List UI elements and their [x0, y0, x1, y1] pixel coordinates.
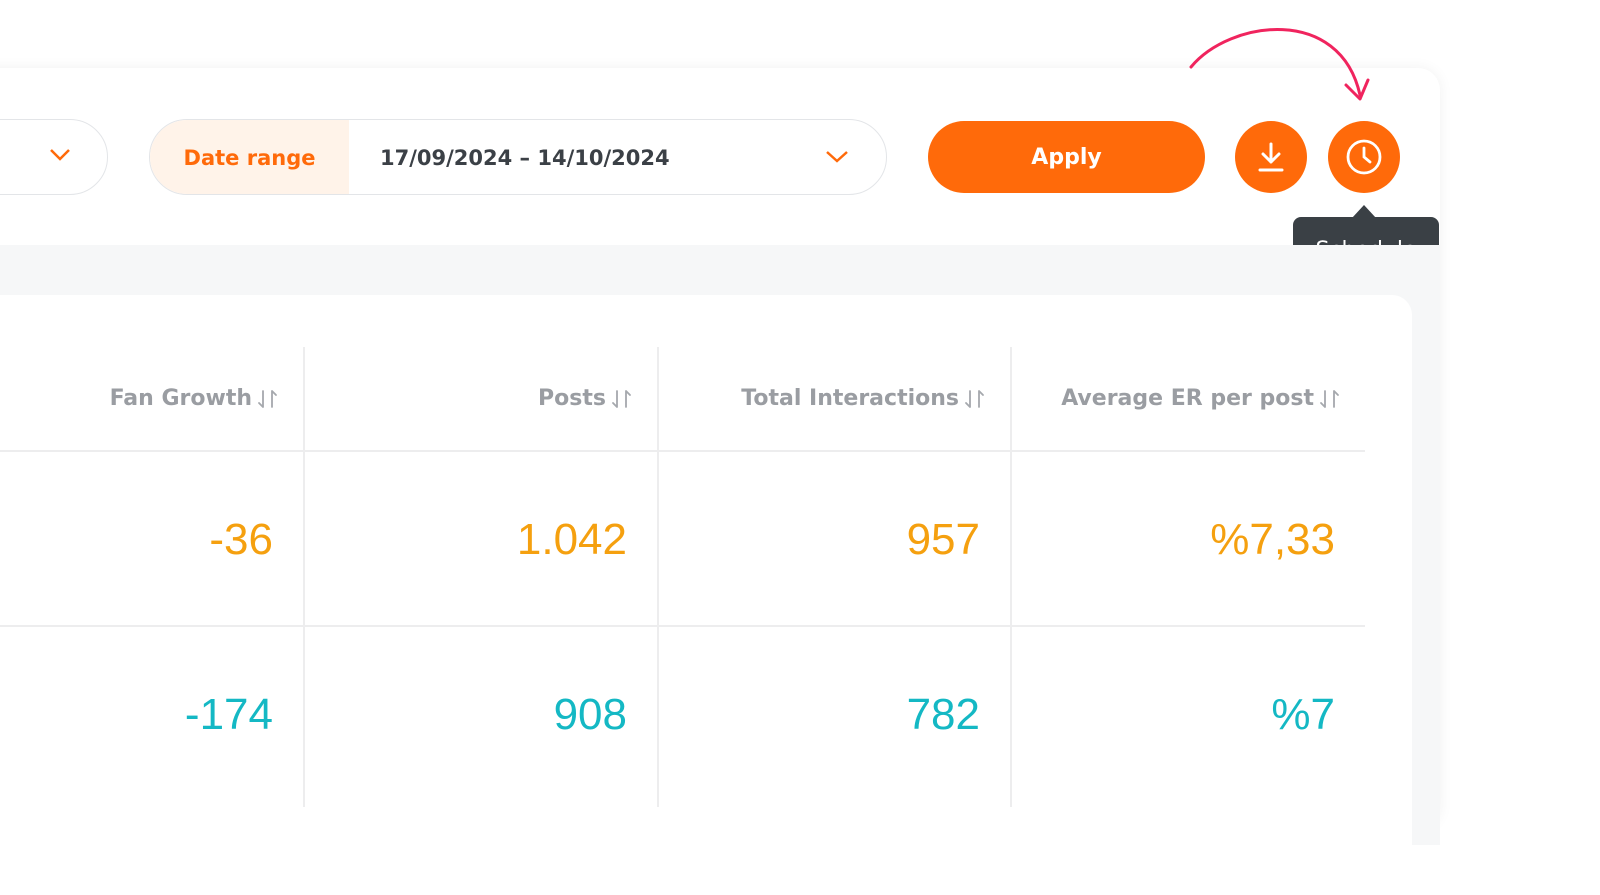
column-divider	[303, 347, 305, 807]
table-cell: %7,33	[1210, 514, 1335, 564]
sort-icon	[965, 389, 984, 408]
row-divider	[0, 450, 1365, 452]
download-button[interactable]	[1235, 121, 1307, 193]
sort-icon	[612, 389, 631, 408]
header-text: Fan Growth	[109, 386, 252, 411]
table-cell: -36	[209, 514, 273, 564]
date-range-value: 17/09/2024 – 14/10/2024	[380, 146, 670, 170]
column-divider	[1010, 347, 1012, 807]
column-header[interactable]: Average ER per post	[1010, 347, 1365, 450]
table-cell: 957	[906, 514, 980, 564]
table-cell: 1.042	[516, 514, 627, 564]
date-range-select[interactable]: Date range 17/09/2024 – 14/10/2024	[149, 119, 887, 195]
row-divider	[0, 625, 1365, 627]
header-text: Average ER per post	[1061, 386, 1314, 411]
schedule-button[interactable]	[1328, 121, 1400, 193]
table-cell: -174	[184, 689, 273, 739]
download-icon	[1258, 142, 1284, 172]
apply-button[interactable]: Apply	[928, 121, 1205, 193]
header-text: Posts	[538, 386, 606, 411]
column-header[interactable]: Total Interactions	[657, 347, 1010, 450]
table-card	[0, 295, 1412, 895]
annotation-arrow	[1189, 28, 1370, 101]
column-divider	[657, 347, 659, 807]
select[interactable]	[0, 119, 108, 195]
chevron	[50, 149, 70, 161]
sort-icon	[1320, 389, 1339, 408]
date-range-label: Date range	[150, 120, 349, 194]
table-cell: 908	[553, 689, 627, 739]
column-header[interactable]: Posts	[303, 347, 657, 450]
header-text: Total Interactions	[741, 386, 959, 411]
chevron	[826, 151, 848, 163]
table-cell: %7	[1271, 689, 1335, 739]
clock-icon	[1346, 139, 1382, 175]
sort-icon	[258, 389, 277, 408]
table-cell: 782	[906, 689, 980, 739]
tooltip-caret	[1352, 205, 1376, 218]
column-header[interactable]: Fan Growth	[0, 347, 303, 450]
page: Date range 17/09/2024 – 14/10/2024 Apply…	[0, 28, 1439, 807]
